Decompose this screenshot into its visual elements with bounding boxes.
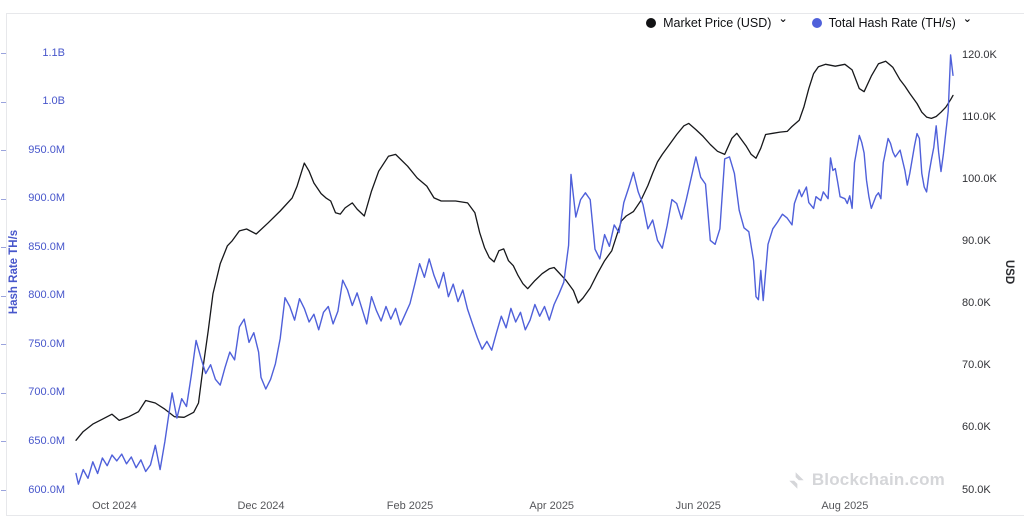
left-axis-tickmark xyxy=(1,393,6,394)
left-axis-tick-label: 600.0M xyxy=(28,483,65,496)
left-axis-title: Hash Rate TH/s xyxy=(8,229,20,315)
legend-label-hash-rate: Total Hash Rate (TH/s) xyxy=(828,16,956,30)
right-axis-tick-label: 70.0K xyxy=(962,359,991,372)
x-axis-tick-label: Dec 2024 xyxy=(237,500,285,512)
left-axis-tick-label: 800.0M xyxy=(28,289,65,302)
legend-item-hash-rate[interactable]: Total Hash Rate (TH/s) ⌄ xyxy=(811,13,972,31)
left-axis-tick-label: 700.0M xyxy=(28,386,65,399)
left-axis-tickmark xyxy=(1,53,6,54)
right-axis-title: USD xyxy=(1003,259,1015,285)
hash-rate-line xyxy=(75,54,954,485)
legend-item-market-price[interactable]: Market Price (USD) ⌄ xyxy=(646,13,788,31)
right-axis-tick-label: 80.0K xyxy=(962,297,991,310)
left-axis-tickmark xyxy=(1,102,6,103)
legend-label-market-price: Market Price (USD) xyxy=(663,16,772,30)
legend: Market Price (USD) ⌄ Total Hash Rate (TH… xyxy=(646,13,972,31)
left-axis-tick-label: 750.0M xyxy=(28,337,65,350)
right-axis-tick-label: 50.0K xyxy=(962,483,991,496)
chevron-down-icon[interactable]: ⌄ xyxy=(778,13,788,25)
market-price-dot-icon xyxy=(646,18,657,28)
hash-rate-dot-icon xyxy=(811,18,822,28)
left-axis-tickmark xyxy=(1,150,6,151)
left-axis-tickmark xyxy=(1,296,6,297)
left-axis-tickmark xyxy=(1,441,6,442)
watermark: Blockchain.com xyxy=(787,470,945,490)
right-axis-tick-label: 60.0K xyxy=(962,421,991,434)
x-axis-tick-label: Aug 2025 xyxy=(821,500,869,512)
market-price-line xyxy=(75,60,954,441)
left-axis-tick-label: 850.0M xyxy=(28,240,65,253)
x-axis-tick-label: Oct 2024 xyxy=(92,500,137,512)
chart-card xyxy=(6,13,1024,516)
blockchain-logo-icon xyxy=(789,471,804,489)
left-axis-tickmark xyxy=(1,344,6,345)
left-axis-tick-label: 1.0B xyxy=(42,95,65,108)
left-axis-tick-label: 650.0M xyxy=(28,434,65,447)
left-axis-tick-label: 1.1B xyxy=(42,46,65,59)
left-axis-tickmark xyxy=(1,490,6,491)
watermark-text: Blockchain.com xyxy=(811,470,945,489)
right-axis-tick-label: 100.0K xyxy=(962,172,997,185)
chevron-down-icon[interactable]: ⌄ xyxy=(962,13,972,25)
right-axis-tick-label: 110.0K xyxy=(962,110,997,123)
left-axis-tickmark xyxy=(1,247,6,248)
left-axis-tickmark xyxy=(1,199,6,200)
right-axis-tick-label: 90.0K xyxy=(962,234,991,247)
x-axis-tick-label: Feb 2025 xyxy=(386,500,434,512)
left-axis-tick-label: 900.0M xyxy=(28,192,65,205)
right-axis-tick-label: 120.0K xyxy=(962,48,997,61)
x-axis-tick-label: Jun 2025 xyxy=(675,500,721,512)
x-axis-tick-label: Apr 2025 xyxy=(529,500,575,512)
left-axis-tick-label: 950.0M xyxy=(28,143,65,156)
